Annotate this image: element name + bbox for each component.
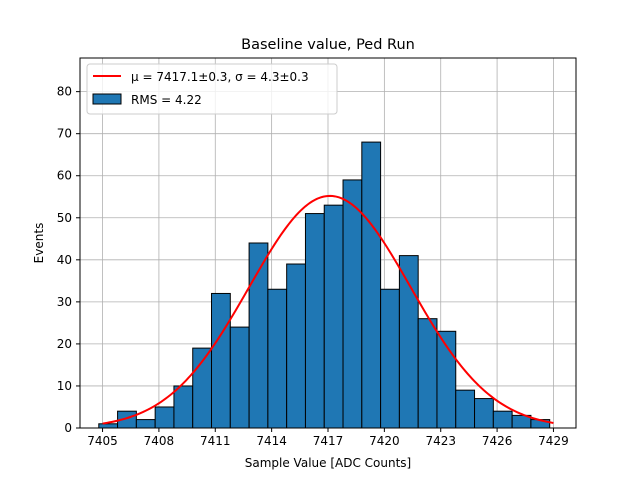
x-tick-label: 7423 [425,434,456,448]
y-tick-label: 70 [57,127,72,141]
x-tick-label: 7408 [144,434,175,448]
x-tick-label: 7426 [482,434,513,448]
histogram-bar [211,292,231,429]
histogram-bar [286,263,306,429]
legend-fit-label: μ = 7417.1±0.3, σ = 4.3±0.3 [131,70,309,84]
histogram-bar [267,288,288,429]
x-axis-label: Sample Value [ADC Counts] [245,456,411,470]
histogram-bar [380,288,400,429]
chart-title: Baseline value, Ped Run [241,37,415,53]
x-tick-label: 7411 [200,434,231,448]
histogram-bar [323,204,344,429]
gaussian-fit [102,194,554,425]
histogram-bar [154,406,175,429]
x-axis-ticks: 7405 7408 7411 7414 7417 7420 7423 7426 7429 [87,428,569,448]
histogram-bar [361,141,382,429]
legend-histogram-swatch [92,93,122,105]
fit-curve [102,194,554,425]
histogram-bar [98,423,119,429]
histogram-bar [492,410,513,429]
histogram-bar [398,255,419,429]
legend: μ = 7417.1±0.3, σ = 4.3±0.3 RMS = 4.22 [86,63,338,115]
y-tick-label: 20 [57,337,72,351]
y-tick-label: 80 [57,85,72,99]
y-tick-label: 40 [57,253,72,267]
x-tick-label: 7405 [87,434,118,448]
histogram-bar [304,213,325,429]
y-axis-ticks: 0 10 20 30 40 50 60 70 80 [57,85,80,435]
y-tick-label: 50 [57,211,72,225]
histogram-bar [135,419,156,429]
histogram-bar [342,179,363,429]
y-tick-label: 0 [64,421,72,435]
x-tick-label: 7417 [313,434,344,448]
histogram-bar [173,385,194,429]
histogram-bar [417,318,438,429]
histogram-bars [98,141,551,429]
x-tick-label: 7420 [369,434,400,448]
legend-histogram-label: RMS = 4.22 [131,93,202,107]
y-tick-label: 30 [57,295,72,309]
histogram-bar [455,389,476,429]
histogram-bar [229,326,250,429]
histogram-bar [474,398,494,429]
y-tick-label: 60 [57,169,72,183]
legend-box [86,63,338,115]
y-axis-label: Events [32,223,46,264]
x-tick-label: 7414 [256,434,287,448]
x-tick-label: 7429 [538,434,569,448]
y-tick-label: 10 [57,379,72,393]
